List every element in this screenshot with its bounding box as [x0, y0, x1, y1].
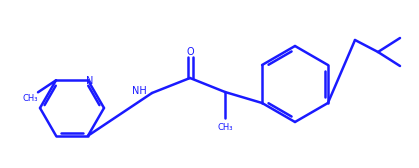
Text: NH: NH: [132, 86, 147, 96]
Text: O: O: [186, 47, 194, 57]
Text: CH₃: CH₃: [22, 94, 38, 103]
Text: N: N: [86, 76, 94, 86]
Text: CH₃: CH₃: [217, 123, 233, 132]
